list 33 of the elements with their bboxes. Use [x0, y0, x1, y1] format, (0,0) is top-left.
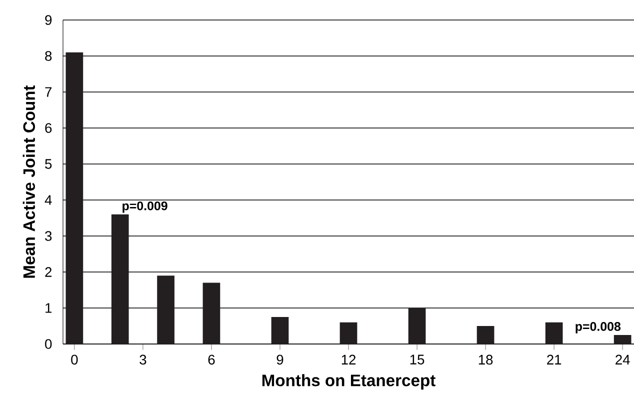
y-tick-label: 2: [45, 267, 52, 277]
bar: [545, 322, 563, 344]
y-tick-label: 9: [45, 15, 52, 25]
annotation: p=0.009: [122, 201, 168, 213]
y-tick-label: 6: [45, 123, 52, 133]
bar: [408, 308, 426, 344]
x-tick-label: 21: [547, 354, 562, 364]
bar: [271, 317, 289, 344]
bar: [157, 276, 174, 344]
x-tick-label: 18: [478, 354, 493, 365]
y-tick-label: 7: [45, 87, 52, 97]
bar: [66, 52, 84, 344]
y-axis-title: Mean Active Joint Count: [22, 85, 35, 278]
y-tick-label: 1: [46, 303, 52, 313]
y-tick-label: 0: [45, 339, 52, 349]
x-tick-label: 9: [276, 354, 284, 365]
bar: [340, 322, 358, 344]
bar: [202, 282, 220, 344]
x-axis-title: Months on Etanercept: [262, 374, 436, 390]
y-tick-label: 5: [45, 159, 52, 169]
bar: [614, 335, 632, 344]
y-tick-label: 3: [45, 231, 52, 241]
x-tick-label: 3: [140, 354, 146, 365]
bar: [111, 214, 129, 344]
x-tick-label: 24: [616, 354, 630, 364]
x-tick-label: 12: [342, 354, 356, 364]
y-tick-label: 4: [44, 195, 52, 205]
annotation: p=0.008: [576, 322, 621, 334]
x-tick-label: 0: [71, 354, 78, 365]
x-tick-label: 6: [208, 354, 215, 365]
x-tick-label: 15: [410, 354, 424, 364]
y-tick-label: 8: [45, 51, 52, 61]
bar: [476, 326, 494, 344]
